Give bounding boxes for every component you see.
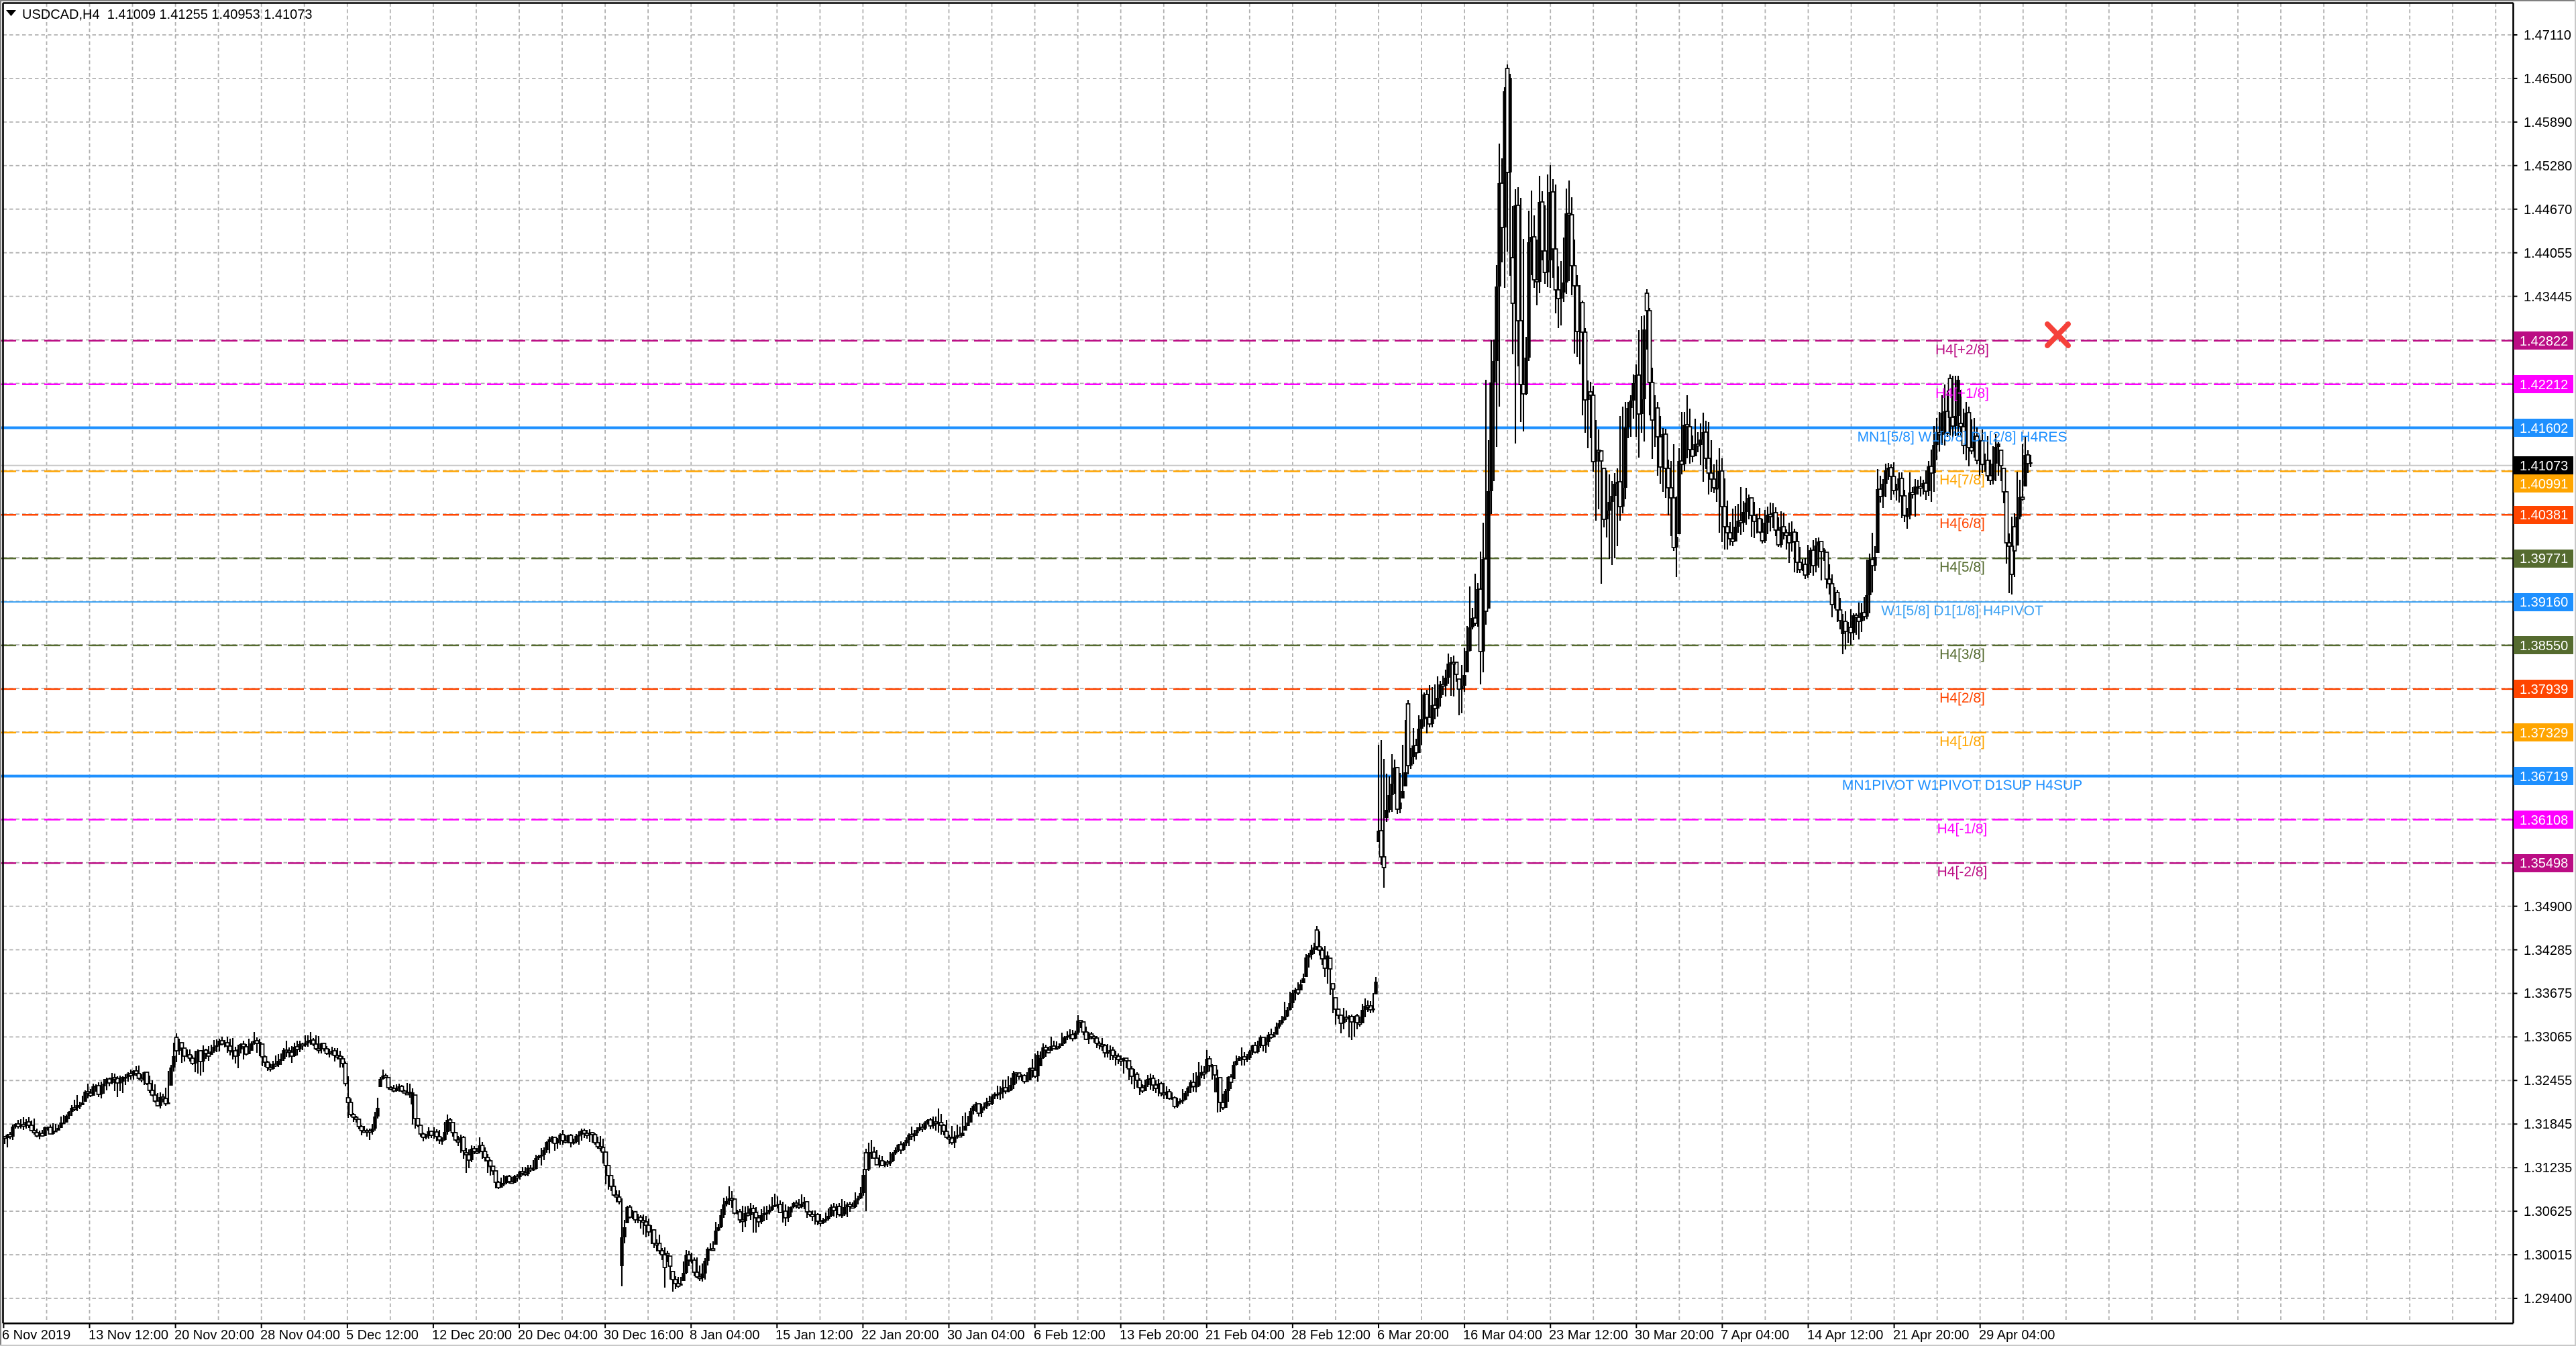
svg-text:30 Jan 04:00: 30 Jan 04:00 (947, 1328, 1025, 1343)
svg-text:15 Jan 12:00: 15 Jan 12:00 (775, 1328, 853, 1343)
svg-text:29 Apr 04:00: 29 Apr 04:00 (1979, 1328, 2055, 1343)
svg-text:21 Apr 20:00: 21 Apr 20:00 (1893, 1328, 1969, 1343)
svg-text:16 Mar 04:00: 16 Mar 04:00 (1463, 1328, 1542, 1343)
svg-text:5 Dec 12:00: 5 Dec 12:00 (346, 1328, 419, 1343)
svg-text:1.45890: 1.45890 (2524, 115, 2572, 130)
svg-text:1.47110: 1.47110 (2524, 28, 2571, 43)
svg-text:1.44055: 1.44055 (2524, 246, 2572, 261)
svg-text:13 Feb 20:00: 13 Feb 20:00 (1120, 1328, 1199, 1343)
svg-text:1.43445: 1.43445 (2524, 290, 2572, 305)
svg-text:13 Nov 12:00: 13 Nov 12:00 (89, 1328, 168, 1343)
svg-text:MN1[5/8] W1[6/8] D1[2/8] H4RES: MN1[5/8] W1[6/8] D1[2/8] H4RES (1858, 429, 2068, 445)
svg-text:1.34285: 1.34285 (2524, 943, 2572, 958)
svg-text:1.36108: 1.36108 (2520, 813, 2568, 828)
svg-text:H4[+2/8]: H4[+2/8] (1935, 342, 1989, 358)
svg-text:1.37939: 1.37939 (2520, 682, 2568, 697)
svg-text:1.37329: 1.37329 (2520, 726, 2568, 741)
svg-text:1.30625: 1.30625 (2524, 1204, 2572, 1219)
svg-text:H4[-2/8]: H4[-2/8] (1937, 864, 1988, 880)
svg-text:12 Dec 20:00: 12 Dec 20:00 (432, 1328, 512, 1343)
svg-text:1.32455: 1.32455 (2524, 1074, 2572, 1088)
svg-text:1.41602: 1.41602 (2520, 421, 2568, 436)
svg-text:1.31235: 1.31235 (2524, 1161, 2572, 1176)
svg-text:H4[2/8]: H4[2/8] (1939, 690, 1985, 706)
svg-text:1.38550: 1.38550 (2520, 639, 2568, 654)
svg-text:8 Jan 04:00: 8 Jan 04:00 (690, 1328, 760, 1343)
svg-text:H4[1/8]: H4[1/8] (1939, 734, 1985, 749)
svg-text:H4[+1/8]: H4[+1/8] (1935, 386, 1989, 401)
svg-text:1.34900: 1.34900 (2524, 900, 2572, 915)
svg-text:7 Apr 04:00: 7 Apr 04:00 (1721, 1328, 1789, 1343)
svg-text:H4[6/8]: H4[6/8] (1939, 516, 1985, 531)
svg-text:1.33065: 1.33065 (2524, 1030, 2572, 1045)
svg-text:H4[5/8]: H4[5/8] (1939, 560, 1985, 575)
svg-text:20 Nov 20:00: 20 Nov 20:00 (174, 1328, 254, 1343)
svg-text:1.46500: 1.46500 (2524, 72, 2572, 87)
svg-text:1.35498: 1.35498 (2520, 856, 2568, 871)
svg-text:1.29400: 1.29400 (2524, 1292, 2572, 1306)
svg-text:28 Feb 12:00: 28 Feb 12:00 (1291, 1328, 1371, 1343)
svg-text:MN1PIVOT W1PIVOT D1SUP H4SUP: MN1PIVOT W1PIVOT D1SUP H4SUP (1842, 778, 2082, 793)
svg-text:H4[3/8]: H4[3/8] (1939, 647, 1985, 662)
svg-text:W1[5/8] D1[1/8] H4PIVOT: W1[5/8] D1[1/8] H4PIVOT (1881, 603, 2043, 619)
svg-text:30 Dec 16:00: 30 Dec 16:00 (604, 1328, 684, 1343)
svg-text:1.44670: 1.44670 (2524, 203, 2572, 217)
svg-text:21 Feb 04:00: 21 Feb 04:00 (1205, 1328, 1285, 1343)
svg-text:1.40991: 1.40991 (2520, 477, 2568, 492)
svg-text:6 Nov 2019: 6 Nov 2019 (2, 1328, 70, 1343)
svg-text:1.36719: 1.36719 (2520, 770, 2568, 784)
svg-text:6 Feb 12:00: 6 Feb 12:00 (1034, 1328, 1106, 1343)
svg-text:H4[-1/8]: H4[-1/8] (1937, 821, 1988, 837)
svg-text:28 Nov 04:00: 28 Nov 04:00 (260, 1328, 340, 1343)
svg-text:1.42822: 1.42822 (2520, 334, 2568, 349)
svg-text:1.42212: 1.42212 (2520, 378, 2568, 393)
svg-text:USDCAD,H4 1.41009 1.41255 1.4: USDCAD,H4 1.41009 1.41255 1.40953 1.4107… (22, 7, 313, 22)
svg-text:20 Dec 04:00: 20 Dec 04:00 (518, 1328, 598, 1343)
svg-text:1.39160: 1.39160 (2520, 595, 2568, 610)
svg-text:1.31845: 1.31845 (2524, 1117, 2572, 1132)
svg-text:1.39771: 1.39771 (2520, 552, 2568, 566)
svg-text:H4[7/8]: H4[7/8] (1939, 472, 1985, 488)
svg-text:23 Mar 12:00: 23 Mar 12:00 (1549, 1328, 1628, 1343)
svg-text:22 Jan 20:00: 22 Jan 20:00 (861, 1328, 939, 1343)
svg-text:1.45280: 1.45280 (2524, 159, 2572, 174)
svg-text:6 Mar 20:00: 6 Mar 20:00 (1377, 1328, 1449, 1343)
svg-text:1.30015: 1.30015 (2524, 1248, 2572, 1263)
svg-text:30 Mar 20:00: 30 Mar 20:00 (1635, 1328, 1714, 1343)
svg-text:1.41073: 1.41073 (2520, 459, 2568, 474)
svg-text:1.40381: 1.40381 (2520, 508, 2568, 523)
svg-text:1.33675: 1.33675 (2524, 986, 2572, 1001)
svg-text:14 Apr 12:00: 14 Apr 12:00 (1807, 1328, 1883, 1343)
